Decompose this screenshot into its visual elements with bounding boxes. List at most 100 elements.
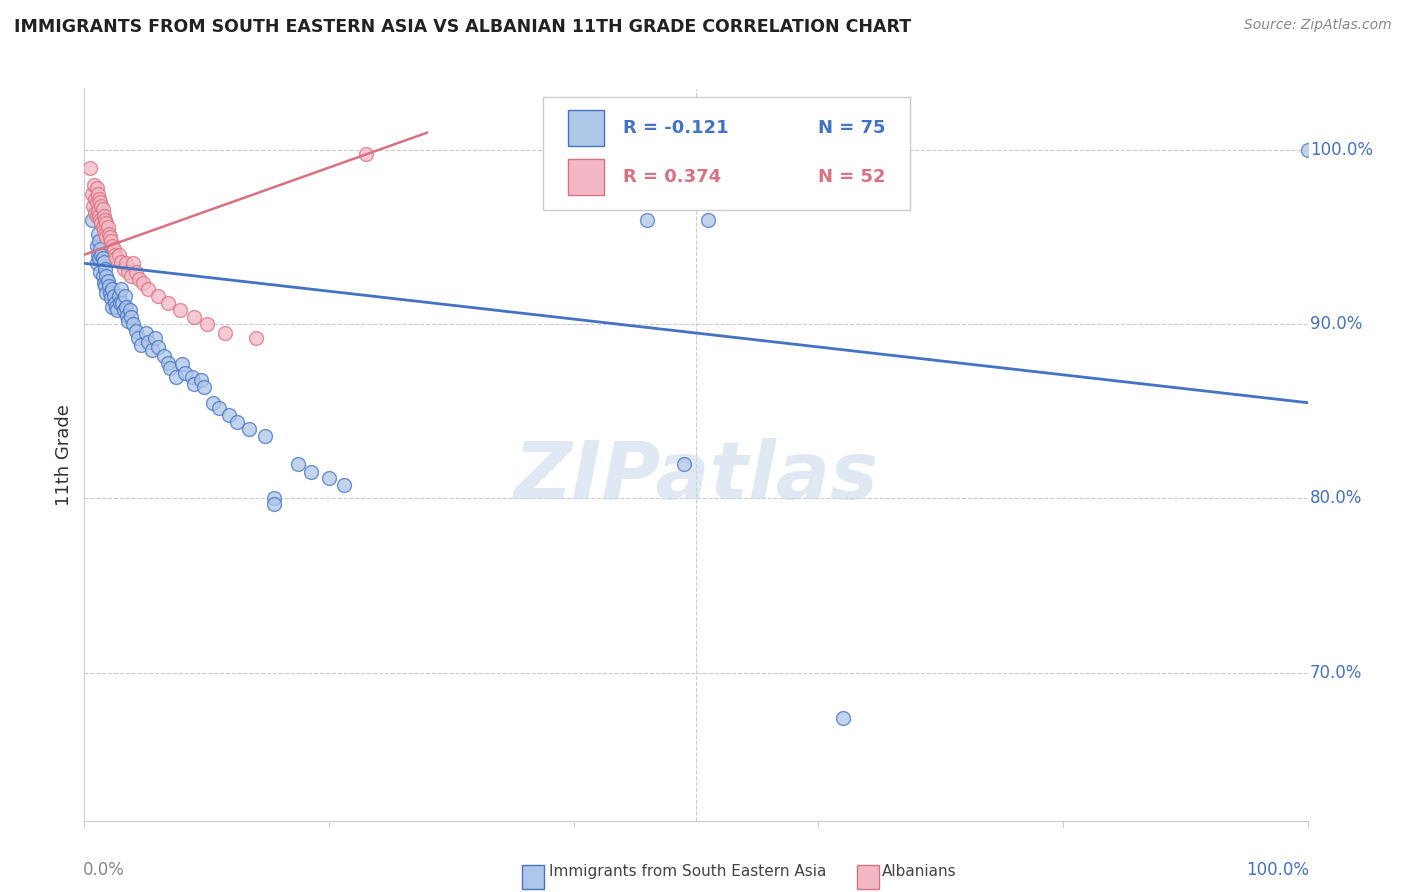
Text: 100.0%: 100.0% — [1310, 141, 1374, 159]
Point — [94, 279, 117, 293]
Point — [143, 331, 166, 345]
Point — [146, 289, 169, 303]
Point — [135, 326, 157, 340]
Point — [87, 186, 110, 201]
Point — [86, 195, 108, 210]
Bar — [568, 110, 605, 146]
Point — [125, 324, 148, 338]
Point — [90, 199, 112, 213]
Text: N = 52: N = 52 — [818, 168, 886, 186]
Point — [226, 415, 249, 429]
Point — [208, 401, 231, 415]
Point — [97, 274, 120, 288]
Point — [141, 343, 163, 358]
Point — [93, 223, 115, 237]
Point — [831, 711, 853, 725]
Point — [91, 219, 114, 234]
Point — [238, 422, 260, 436]
Text: ZIPatlas: ZIPatlas — [513, 438, 879, 516]
Point — [125, 265, 148, 279]
Text: Source: ZipAtlas.com: Source: ZipAtlas.com — [1244, 18, 1392, 32]
Point — [181, 369, 204, 384]
Text: 80.0%: 80.0% — [1310, 490, 1362, 508]
Point — [122, 256, 145, 270]
Point — [86, 239, 108, 253]
Point — [90, 216, 112, 230]
Text: 0.0%: 0.0% — [83, 861, 125, 879]
Point — [84, 192, 107, 206]
Point — [697, 212, 720, 227]
Point — [127, 331, 149, 345]
Text: IMMIGRANTS FROM SOUTH EASTERN ASIA VS ALBANIAN 11TH GRADE CORRELATION CHART: IMMIGRANTS FROM SOUTH EASTERN ASIA VS AL… — [14, 18, 911, 36]
Point — [110, 283, 132, 297]
Text: Immigrants from South Eastern Asia: Immigrants from South Eastern Asia — [550, 864, 827, 880]
Point — [107, 289, 129, 303]
Point — [183, 376, 205, 391]
Point — [156, 356, 179, 370]
Point — [111, 296, 134, 310]
Point — [218, 408, 240, 422]
Point — [101, 300, 124, 314]
Point — [100, 291, 122, 305]
Point — [80, 186, 103, 201]
Point — [96, 285, 118, 300]
Point — [287, 457, 309, 471]
Point — [101, 239, 124, 253]
Point — [93, 276, 115, 290]
Text: R = 0.374: R = 0.374 — [623, 168, 721, 186]
Point — [201, 395, 224, 409]
Point — [112, 303, 135, 318]
Point — [89, 243, 111, 257]
Point — [332, 477, 354, 491]
Point — [110, 254, 132, 268]
Point — [115, 309, 138, 323]
Point — [299, 466, 322, 480]
Point — [132, 276, 155, 290]
Point — [169, 303, 191, 318]
Point — [87, 227, 110, 241]
Point — [87, 251, 110, 265]
Point — [159, 360, 181, 375]
Point — [136, 283, 159, 297]
Point — [263, 497, 285, 511]
Point — [153, 349, 176, 363]
Point — [105, 251, 128, 265]
Point — [263, 491, 285, 506]
Bar — [522, 865, 544, 888]
Point — [118, 303, 141, 318]
Point — [87, 247, 110, 261]
Point — [97, 227, 120, 241]
Point — [103, 243, 125, 257]
Point — [117, 314, 139, 328]
Point — [105, 300, 128, 314]
Text: 90.0%: 90.0% — [1310, 315, 1362, 334]
Point — [114, 289, 136, 303]
Point — [96, 216, 118, 230]
Point — [195, 318, 218, 332]
Point — [115, 300, 138, 314]
Point — [87, 234, 110, 248]
Point — [86, 256, 108, 270]
Bar — [858, 865, 880, 888]
Point — [105, 303, 128, 318]
Point — [82, 199, 104, 213]
Point — [80, 212, 103, 227]
Bar — [568, 159, 605, 195]
Point — [97, 279, 120, 293]
Point — [104, 296, 127, 310]
Point — [93, 254, 115, 268]
Point — [89, 265, 111, 279]
Point — [165, 369, 187, 384]
Point — [636, 212, 658, 227]
Point — [1296, 143, 1319, 157]
Point — [87, 210, 110, 224]
Text: Albanians: Albanians — [882, 864, 956, 880]
Point — [87, 204, 110, 219]
Point — [87, 192, 110, 206]
Point — [100, 234, 122, 248]
Point — [107, 247, 129, 261]
Point — [84, 206, 107, 220]
Point — [101, 283, 124, 297]
Point — [103, 289, 125, 303]
Point — [94, 227, 117, 241]
